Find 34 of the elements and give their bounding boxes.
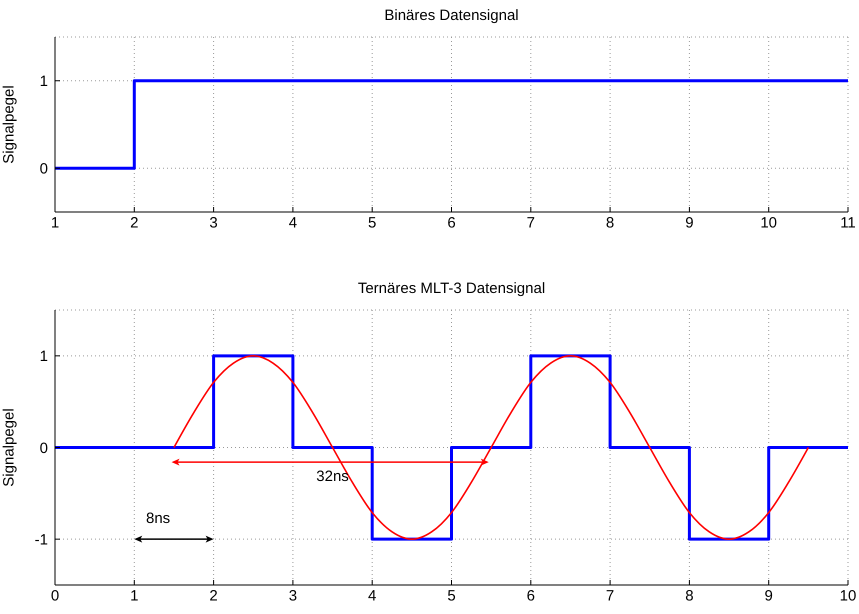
x-tick-label: 3 [288,588,298,605]
x-tick-label: 1 [130,588,138,605]
x-tick-label: 9 [764,588,773,605]
y-tick-label: 0 [40,160,48,178]
x-tick-label: 6 [526,588,535,605]
x-tick-label: 6 [447,214,456,232]
chart-title: Binäres Datensignal [383,7,520,24]
x-tick-label: 5 [447,588,456,605]
x-tick-label: 11 [840,214,856,232]
x-tick-label: 5 [368,214,376,232]
x-tick-label: 0 [50,588,60,605]
x-tick-label: 7 [606,588,614,605]
x-tick-label: 7 [526,214,535,232]
annotation: 8ns [144,509,172,529]
x-tick-label: 2 [130,214,138,232]
x-tick-label: 8 [685,588,694,605]
x-tick-label: 9 [685,214,694,232]
line-series [173,355,810,540]
x-tick-label: 10 [840,588,856,605]
x-tick-label: 10 [760,214,778,232]
y-tick-label: -1 [34,531,48,548]
y-tick-label: 1 [40,348,48,366]
x-tick-label: 8 [606,214,614,232]
x-tick-label: 1 [50,214,60,232]
y-tick-label: 0 [40,440,48,457]
chart-title: Ternäres MLT-3 Datensignal [356,280,546,297]
y-tick-label: 1 [40,73,48,90]
x-tick-label: 2 [209,588,218,605]
x-tick-label: 4 [368,588,376,605]
x-tick-label: 3 [209,214,218,232]
x-tick-label: 4 [288,214,298,232]
annotation: 32ns [315,466,350,487]
y-axis-title: Signalpegel [0,85,18,164]
y-axis-title: Signalpegel [0,408,18,487]
